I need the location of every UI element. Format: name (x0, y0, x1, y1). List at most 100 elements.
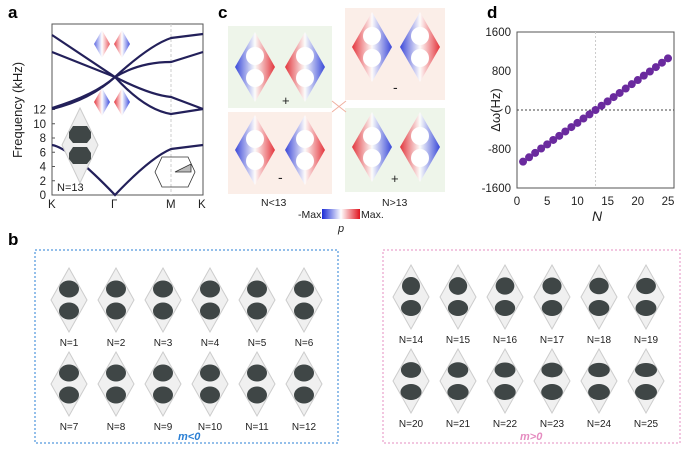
caption-n-less-13: N<13 (261, 197, 287, 209)
cross-line (331, 100, 347, 113)
sign-2: - (393, 79, 398, 95)
inclusion-top (589, 277, 609, 295)
y-tick-label: 8 (40, 133, 46, 145)
unit-cell: N=18 (580, 263, 618, 346)
inclusion-bottom (247, 302, 267, 320)
cell-label: N=21 (446, 419, 471, 430)
inclusion-bottom (494, 300, 516, 316)
cell-label: N=15 (446, 335, 471, 346)
data-point (664, 54, 672, 63)
unit-cell: N=6 (285, 266, 323, 349)
unit-cell: N=4 (191, 266, 229, 349)
band-5 (51, 32, 204, 110)
unit-cell-diamond (486, 263, 524, 331)
inclusion-top (106, 280, 126, 298)
data-point (615, 88, 624, 97)
data-point (579, 114, 588, 123)
unit-cell: N=17 (533, 263, 571, 346)
unit-cell-diamond (285, 266, 323, 334)
panel-label-a: a (8, 3, 18, 22)
unit-cell-diamond (144, 350, 182, 418)
data-point (525, 153, 534, 162)
y-tick-label: 10 (33, 119, 46, 131)
y-axis-label: Frequency (kHz) (10, 62, 25, 158)
unit-cell: N=10 (191, 350, 229, 433)
x-axis-label: N (592, 208, 603, 224)
unit-cell-diamond (144, 266, 182, 334)
cell-label: N=18 (587, 335, 612, 346)
inclusion-bottom (200, 302, 220, 320)
brillouin-zone-icon (154, 156, 196, 188)
inclusion-bottom (541, 384, 563, 400)
y-tick-label: 12 (33, 105, 46, 117)
cell-label: N=17 (540, 335, 565, 346)
sign-4: + (391, 171, 399, 186)
cell-label: N=8 (107, 422, 126, 433)
colorbar-max: Max. (361, 209, 384, 221)
inclusion-bottom (635, 300, 657, 316)
data-point (597, 101, 606, 110)
x-tick-label: 25 (662, 196, 675, 208)
data-point (645, 67, 654, 76)
inclusion-bottom (494, 384, 516, 400)
cell-label: N=2 (107, 338, 126, 349)
inclusion-top (588, 362, 610, 378)
data-point (621, 84, 630, 93)
y-tick-label: 0 (505, 105, 511, 117)
data-point (519, 157, 528, 166)
cell-label: N=23 (540, 419, 565, 430)
inclusion-bottom (541, 300, 563, 316)
y-tick-label: 2 (40, 176, 46, 188)
x-tick-label: 15 (601, 196, 614, 208)
cell-label: N=20 (399, 419, 424, 430)
unit-cell-diamond (439, 347, 477, 415)
y-tick-label: 800 (492, 66, 511, 78)
caption-m-positive: m>0 (520, 431, 543, 443)
cell-label: N=14 (399, 335, 424, 346)
unit-cell: N=11 (238, 350, 276, 433)
inclusion-top (542, 277, 562, 295)
cell-label: N=1 (60, 338, 79, 349)
inclusion-top (153, 364, 173, 382)
inclusion-top (402, 277, 420, 295)
data-point (639, 71, 648, 80)
unit-cell-diamond (50, 266, 88, 334)
inclusion-bottom (588, 300, 610, 316)
inclusion-top (448, 277, 468, 295)
mode-insets-a (94, 30, 130, 116)
inclusion-top (294, 364, 314, 382)
unit-cell: N=14 (392, 263, 430, 346)
x-tick-label: 0 (514, 196, 520, 208)
inclusion-bottom (635, 384, 657, 400)
colorbar (322, 209, 360, 219)
inclusion-top (495, 277, 515, 295)
inclusion-bottom (447, 300, 469, 316)
unit-cell-diamond (97, 266, 135, 334)
data-point (555, 131, 564, 140)
inclusion-top (541, 362, 563, 378)
cell-label: N=10 (198, 422, 223, 433)
inclusion-top (106, 364, 126, 382)
data-point (651, 63, 660, 72)
inclusion-bottom (106, 386, 126, 404)
cell-label: N=9 (154, 422, 173, 433)
data-point (633, 76, 642, 85)
colorbar-min: -Max (298, 209, 322, 221)
unit-cell-diamond (238, 350, 276, 418)
inclusion-bottom (59, 302, 79, 320)
x-tick-M: M (166, 199, 176, 211)
unit-cell-diamond (627, 263, 665, 331)
band-curves (51, 32, 204, 197)
inclusion-top (247, 280, 267, 298)
unit-cell-diamond (533, 263, 571, 331)
caption-m-negative: m<0 (178, 431, 201, 443)
unit-cell-diamond (191, 350, 229, 418)
y-tick-label: 6 (40, 147, 46, 159)
data-point (531, 148, 540, 157)
x-tick-K: K (48, 199, 56, 211)
unit-cell-diamond (285, 350, 323, 418)
group-m-positive-box (382, 249, 681, 444)
band-3 (51, 50, 204, 116)
